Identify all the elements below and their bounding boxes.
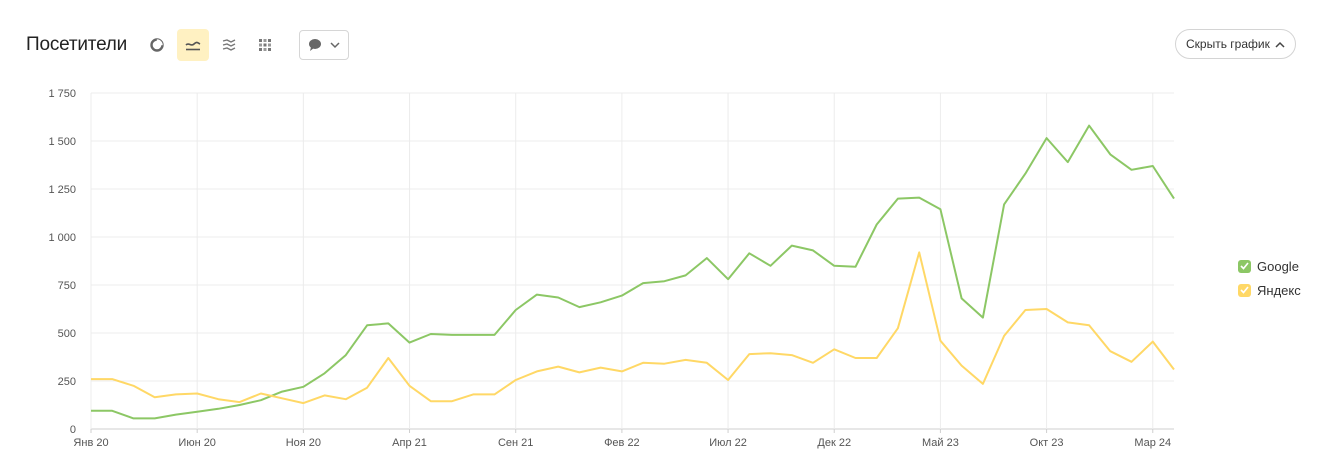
- legend-item-yandex[interactable]: Яндекс: [1238, 278, 1301, 302]
- heatmap-button[interactable]: [249, 29, 281, 61]
- pie-chart-icon: [150, 38, 164, 52]
- stacked-area-button[interactable]: [213, 29, 245, 61]
- y-tick-label: 1 250: [48, 184, 76, 196]
- x-tick-label: Мар 24: [1134, 437, 1171, 449]
- legend-item-google[interactable]: Google: [1238, 254, 1301, 278]
- pie-chart-button[interactable]: [141, 29, 173, 61]
- page-title: Посетители: [26, 34, 128, 55]
- comments-dropdown[interactable]: [299, 30, 350, 60]
- legend-label-yandex: Яндекс: [1257, 282, 1301, 298]
- chevron-down-icon: [330, 41, 340, 48]
- x-tick-label: Май 23: [922, 437, 959, 449]
- hide-chart-button[interactable]: Скрыть график: [1175, 29, 1296, 59]
- y-tick-label: 500: [58, 328, 76, 340]
- x-tick-label: Апр 21: [392, 437, 427, 449]
- checkbox-checked-icon[interactable]: [1238, 259, 1251, 273]
- legend-label-google: Google: [1257, 258, 1299, 274]
- x-tick-label: Дек 22: [817, 437, 851, 449]
- line-chart-button[interactable]: [177, 29, 210, 61]
- y-tick-label: 1 750: [48, 88, 76, 100]
- x-tick-label: Июл 22: [709, 437, 747, 449]
- comment-icon: [309, 39, 322, 51]
- y-tick-label: 750: [58, 280, 76, 292]
- y-tick-label: 1 000: [48, 232, 76, 244]
- x-tick-label: Сен 21: [498, 437, 533, 449]
- x-tick-label: Окт 23: [1030, 437, 1064, 449]
- line-chart-icon: [185, 41, 201, 51]
- hide-chart-label: Скрыть график: [1186, 37, 1270, 51]
- x-tick-label: Янв 20: [73, 437, 108, 449]
- chevron-up-icon: [1275, 41, 1285, 48]
- stacked-area-icon: [222, 39, 236, 51]
- y-tick-label: 1 500: [48, 136, 76, 148]
- chart-legend: Google Яндекс: [1238, 254, 1301, 302]
- y-tick-label: 0: [70, 424, 76, 436]
- heatmap-icon: [259, 39, 272, 51]
- checkbox-checked-icon[interactable]: [1238, 283, 1251, 297]
- x-tick-label: Ноя 20: [286, 437, 321, 449]
- y-tick-label: 250: [58, 376, 76, 388]
- series-line-google: [91, 124, 1175, 420]
- chart-toolbar: Посетители: [26, 28, 350, 62]
- x-tick-label: Фев 22: [604, 437, 640, 449]
- x-tick-label: Июн 20: [178, 437, 216, 449]
- series-line-yandex: [91, 251, 1175, 405]
